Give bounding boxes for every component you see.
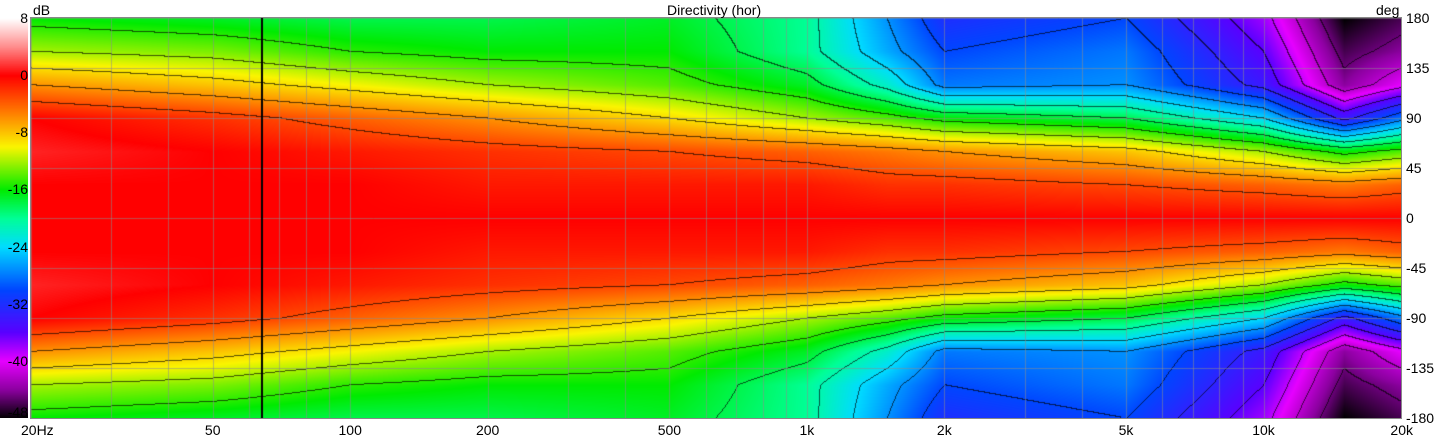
x-tick-label: 20Hz <box>21 422 54 438</box>
x-tick-label: 20k <box>1390 422 1413 438</box>
x-tick-label: 5k <box>1118 422 1134 438</box>
colorbar <box>0 18 28 418</box>
x-tick-label: 200 <box>475 422 500 438</box>
y-tick-label: 90 <box>1406 110 1422 126</box>
x-tick-label: 2k <box>936 422 952 438</box>
y-tick-label: -45 <box>1406 260 1427 276</box>
colorbar-unit-label: dB <box>33 2 51 18</box>
colorbar-tick-label: -40 <box>7 352 28 369</box>
colorbar-tick-label: -8 <box>15 124 28 141</box>
y-tick-label: 180 <box>1406 10 1430 26</box>
x-tick-label: 50 <box>204 422 221 438</box>
x-tick-label: 1k <box>799 422 815 438</box>
x-tick-label: 100 <box>338 422 362 438</box>
y-tick-label: -90 <box>1406 310 1427 326</box>
directivity-heatmap[interactable] <box>31 18 1401 418</box>
colorbar-tick-label: -16 <box>7 181 28 198</box>
y-tick-label: -180 <box>1406 410 1435 426</box>
colorbar-tick-label: -24 <box>7 238 28 255</box>
colorbar-tick-label: 8 <box>20 10 28 26</box>
y-tick-label: -135 <box>1406 360 1435 376</box>
y-tick-label: 0 <box>1406 210 1414 226</box>
chart-title: Directivity (hor) <box>667 2 762 18</box>
y-tick-label: 135 <box>1406 60 1430 76</box>
x-tick-label: 500 <box>657 422 682 438</box>
colorbar-tick-label: -48 <box>7 404 28 420</box>
colorbar-tick-label: 0 <box>20 67 28 84</box>
y-tick-label: 45 <box>1406 160 1422 176</box>
x-tick-label: 10k <box>1252 422 1275 438</box>
colorbar-tick-label: -32 <box>7 295 28 312</box>
y-axis-unit-label: deg <box>1376 2 1400 18</box>
